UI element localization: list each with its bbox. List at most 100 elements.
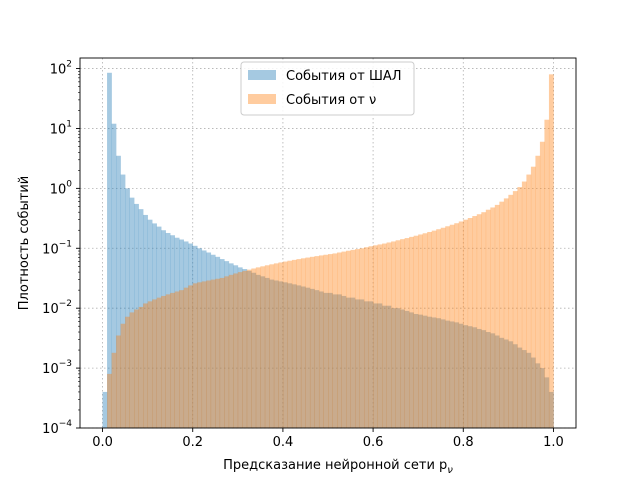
histogram-bar	[174, 237, 180, 428]
histogram-bar	[494, 204, 500, 428]
histogram-bar	[548, 74, 554, 429]
histogram-bar	[224, 276, 230, 428]
histogram-bar	[210, 254, 216, 428]
histogram-bar	[517, 347, 523, 428]
histogram-bar	[291, 284, 297, 428]
histogram-bar	[422, 315, 428, 428]
histogram-bar	[116, 155, 121, 428]
histogram-bar	[251, 268, 257, 428]
histogram-bar	[107, 72, 112, 428]
histogram-bar	[318, 291, 324, 428]
histogram-bar	[458, 221, 464, 428]
histogram-bar	[485, 209, 491, 428]
histogram-bar	[355, 249, 360, 428]
histogram-bar	[382, 305, 387, 428]
histogram-bar	[382, 243, 387, 428]
histogram-bar	[278, 262, 284, 428]
histogram-bar	[418, 234, 423, 428]
histogram-bar	[544, 119, 550, 428]
histogram-bar	[377, 244, 383, 428]
histogram-bar	[508, 194, 514, 428]
plot-frame	[79, 57, 577, 429]
histogram-bar	[300, 258, 306, 428]
y-axis-label: Плотность событий	[17, 176, 32, 310]
histogram-bar	[337, 252, 342, 428]
histogram-bar	[368, 301, 374, 428]
histogram-bar	[499, 201, 505, 428]
histogram-bar	[224, 261, 230, 428]
histogram-bar	[129, 312, 135, 428]
histogram-bar	[409, 236, 414, 428]
histogram-bar	[287, 283, 293, 428]
histogram-bar	[436, 318, 442, 428]
histogram-bar	[395, 240, 401, 428]
histogram-bar	[337, 294, 342, 428]
histogram-bar	[116, 335, 121, 428]
histogram-bar	[364, 247, 369, 428]
histogram-bar	[544, 377, 550, 428]
histogram-bar	[120, 323, 126, 428]
histogram-bar	[143, 214, 148, 428]
histogram-bar	[436, 229, 442, 428]
histogram-bar	[179, 290, 185, 428]
histogram-bar	[138, 306, 144, 428]
histogram-bar	[102, 391, 108, 428]
histogram-bar	[539, 368, 545, 428]
histogram-bar	[273, 263, 279, 428]
histogram-bar	[328, 292, 333, 428]
histogram-bar	[359, 248, 365, 428]
histogram-bar	[156, 226, 162, 428]
histogram-bar	[260, 266, 266, 428]
histogram-bar	[377, 303, 383, 428]
histogram-bar	[490, 333, 496, 428]
histogram-bar	[445, 320, 451, 428]
histogram-bar	[242, 270, 248, 428]
histogram-bar	[481, 212, 487, 428]
histogram-bar	[291, 259, 297, 428]
histogram-bar	[422, 233, 428, 428]
histogram-bar	[278, 281, 284, 428]
histogram-bar	[526, 174, 532, 428]
histogram-bar	[400, 239, 405, 428]
histogram-bar	[386, 242, 392, 428]
histogram-bar	[197, 282, 203, 428]
histogram-bar	[418, 314, 423, 428]
histogram-bar	[309, 288, 315, 428]
histogram-bar	[548, 391, 554, 428]
histogram-bar	[282, 282, 288, 428]
histogram-bar	[246, 270, 252, 428]
histogram-bar	[192, 245, 198, 428]
histogram-bar	[152, 299, 157, 428]
histogram-bar	[427, 316, 433, 428]
histogram-bar	[318, 255, 324, 428]
histogram-bar	[314, 290, 320, 428]
histogram-bar	[476, 328, 482, 428]
histogram-bar	[228, 263, 234, 428]
histogram-bar	[517, 187, 523, 428]
x-tick-label: 0.4	[273, 435, 294, 450]
legend-box	[240, 61, 415, 116]
histogram-bar	[242, 269, 248, 428]
histogram-bar	[328, 254, 333, 428]
histogram-bar	[449, 321, 455, 428]
histogram-bar	[463, 325, 469, 428]
histogram-bar	[355, 299, 360, 428]
histogram-bar	[368, 246, 374, 428]
histogram-bar	[539, 141, 545, 428]
histogram-bar	[440, 319, 446, 428]
histogram-bar	[237, 267, 243, 428]
histogram-bar	[341, 251, 347, 428]
histogram-bar	[152, 223, 157, 428]
x-axis-ticks: 0.0 0.2 0.4 0.6 0.8 1.0	[92, 428, 564, 450]
legend-label-neutrino: События от ν	[286, 93, 376, 108]
y-tick-label: 10−1	[42, 239, 72, 257]
histogram-bar	[503, 339, 509, 428]
histogram-bar	[246, 269, 252, 428]
histogram-bar	[147, 219, 153, 428]
x-tick-label: 0.0	[92, 435, 113, 450]
histogram-bar	[179, 239, 185, 428]
legend-swatch-neutrino	[248, 94, 276, 104]
histogram-bar	[233, 265, 239, 428]
histogram-bar	[107, 373, 112, 428]
histogram-bar	[364, 301, 369, 428]
